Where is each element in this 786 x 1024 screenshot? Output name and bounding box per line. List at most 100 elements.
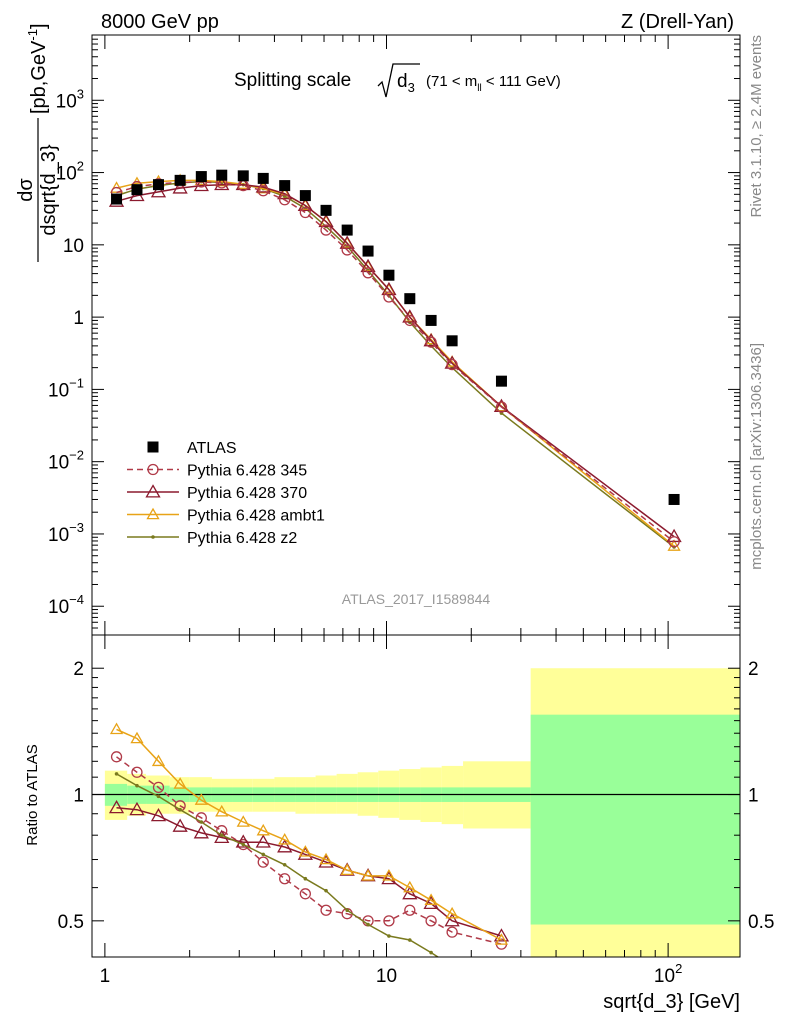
sqrt-symbol bbox=[377, 63, 420, 98]
ratio-point-pythia-6-428-ambt1 bbox=[403, 880, 417, 893]
legend-marker-pythia-6-428-370 bbox=[145, 484, 161, 498]
main-panel: 10−4 10−3 10−2 10−1 1 10 102 103 Splitting scal… bbox=[15, 23, 741, 636]
main-point-atlas bbox=[383, 269, 395, 281]
ratio-point-pythia-6-428-z2 bbox=[387, 934, 391, 938]
ratio-point-pythia-6-428-ambt1 bbox=[382, 869, 396, 881]
main-point-atlas bbox=[257, 172, 269, 184]
main-plot-area bbox=[108, 169, 682, 551]
legend-marker-pythia-6-428-ambt1 bbox=[146, 507, 160, 520]
main-point-pythia-6-428-370 bbox=[444, 355, 460, 369]
main-point-pythia-6-428-345 bbox=[404, 314, 416, 327]
main-point-pythia-6-428-370 bbox=[214, 176, 230, 191]
main-point-atlas bbox=[425, 314, 437, 326]
main-point-pythia-6-428-345 bbox=[495, 401, 508, 413]
main-point-atlas bbox=[195, 171, 207, 183]
ratio-point-pythia-6-428-ambt1 bbox=[424, 893, 438, 905]
ratio-point-pythia-6-428-z2 bbox=[366, 922, 370, 927]
ratio-point-pythia-6-428-ambt1 bbox=[319, 852, 333, 865]
y-tick-label: 10 bbox=[63, 236, 84, 257]
ratio-point-pythia-6-428-345 bbox=[131, 766, 143, 778]
main-point-atlas bbox=[131, 184, 143, 196]
ratio-point-pythia-6-428-345 bbox=[404, 904, 416, 916]
main-point-pythia-6-428-370 bbox=[339, 235, 355, 249]
y-tick-label: 102 bbox=[56, 159, 84, 185]
ratio-panel: 0.5 0.5 1 1 2 2 Ratio to ATLAS bbox=[24, 634, 775, 958]
ratio-point-pythia-6-428-345 bbox=[110, 751, 123, 763]
main-axis-ticks: 10−4 10−3 10−2 10−1 1 10 102 103 bbox=[48, 34, 740, 636]
main-point-pythia-6-428-370 bbox=[297, 197, 313, 212]
ratio-point-pythia-6-428-z2 bbox=[261, 852, 266, 857]
ratio-point-pythia-6-428-ambt1 bbox=[445, 906, 459, 919]
ratio-point-pythia-6-428-ambt1 bbox=[130, 731, 144, 744]
chart-title: Splitting scale bbox=[234, 70, 351, 91]
y-label-unit: [pb,GeV-1] bbox=[25, 23, 50, 114]
main-point-pythia-6-428-370 bbox=[193, 177, 209, 192]
ratio-line-pythia-6-428-ambt1 bbox=[116, 728, 502, 941]
ratio-y-tick-label-right: 1 bbox=[748, 786, 759, 807]
main-point-pythia-6-428-345 bbox=[383, 291, 395, 303]
ratio-axis-ticks: 0.5 0.5 1 1 2 2 bbox=[58, 659, 775, 933]
y-tick-label: 10−4 bbox=[48, 592, 84, 618]
main-point-atlas bbox=[495, 375, 507, 387]
ratio-y-tick-label-right: 2 bbox=[748, 659, 759, 680]
ratio-point-pythia-6-428-345 bbox=[383, 915, 395, 927]
main-point-pythia-6-428-370 bbox=[493, 398, 510, 413]
main-point-pythia-6-428-345 bbox=[257, 185, 269, 197]
main-point-pythia-6-428-370 bbox=[150, 184, 167, 198]
ratio-point-pythia-6-428-370 bbox=[193, 825, 209, 839]
ratio-point-pythia-6-428-370 bbox=[172, 818, 188, 832]
ratio-point-pythia-6-428-z2 bbox=[219, 833, 224, 837]
ratio-point-pythia-6-428-370 bbox=[255, 834, 271, 848]
ratio-point-pythia-6-428-370 bbox=[108, 799, 125, 814]
ratio-point-pythia-6-428-345 bbox=[279, 873, 291, 885]
ratio-point-pythia-6-428-z2 bbox=[178, 807, 182, 812]
main-point-pythia-6-428-345 bbox=[320, 224, 332, 236]
ratio-point-pythia-6-428-z2 bbox=[324, 888, 328, 893]
ratio-point-pythia-6-428-370 bbox=[402, 885, 418, 900]
ratio-point-pythia-6-428-z2 bbox=[429, 950, 433, 955]
main-point-atlas bbox=[446, 335, 458, 347]
uncertainty-band-inner bbox=[530, 714, 740, 925]
main-point-pythia-6-428-370 bbox=[381, 281, 397, 296]
ratio-point-pythia-6-428-345 bbox=[320, 904, 332, 916]
ratio-point-pythia-6-428-370 bbox=[493, 928, 510, 942]
ratio-line-pythia-6-428-370 bbox=[116, 807, 502, 937]
main-point-pythia-6-428-370 bbox=[360, 258, 376, 273]
ratio-y-tick-label: 0.5 bbox=[58, 912, 84, 933]
legend-label-pythia-6-428-345: Pythia 6.428 345 bbox=[187, 463, 307, 480]
ratio-point-pythia-6-428-ambt1 bbox=[173, 777, 187, 789]
ratio-plot-area bbox=[92, 668, 740, 957]
ratio-point-pythia-6-428-z2 bbox=[303, 876, 308, 881]
legend-marker-pythia-6-428-345 bbox=[147, 463, 159, 476]
legend: ATLAS Pythia 6.428 345 Pythia 6.428 370 Pyt… bbox=[127, 440, 325, 547]
ratio-point-pythia-6-428-ambt1 bbox=[298, 845, 312, 857]
rivet-label: Rivet 3.1.10, ≥ 2.4M events bbox=[748, 35, 765, 218]
ratio-point-pythia-6-428-ambt1 bbox=[109, 722, 124, 735]
ratio-point-pythia-6-428-ambt1 bbox=[194, 793, 208, 805]
main-point-pythia-6-428-370 bbox=[172, 180, 188, 194]
ratio-line-pythia-6-428-z2 bbox=[116, 773, 440, 957]
ratio-point-pythia-6-428-370 bbox=[444, 913, 460, 927]
y-axis-label: dσ dsqrt{d_3} [pb,GeV-1] bbox=[15, 23, 60, 262]
main-point-pythia-6-428-370 bbox=[235, 176, 251, 191]
header-left: 8000 GeV pp bbox=[101, 11, 219, 33]
ratio-point-pythia-6-428-z2 bbox=[282, 863, 287, 867]
mcplots-label: mcplots.cern.ch [arXiv:1306.3436] bbox=[748, 343, 765, 570]
main-point-pythia-6-428-345 bbox=[425, 336, 437, 348]
main-point-atlas bbox=[237, 170, 249, 182]
legend-label-pythia-6-428-z2: Pythia 6.428 z2 bbox=[187, 530, 297, 547]
main-point-pythia-6-428-345 bbox=[446, 358, 458, 371]
main-point-atlas bbox=[174, 174, 186, 186]
y-tick-label: 10−1 bbox=[48, 375, 84, 401]
main-point-atlas bbox=[279, 180, 291, 192]
ratio-point-pythia-6-428-345 bbox=[299, 888, 311, 900]
main-point-pythia-6-428-345 bbox=[668, 536, 680, 548]
main-point-pythia-6-428-345 bbox=[341, 244, 353, 256]
x-axis-ticks: 1 10 102 bbox=[91, 35, 682, 987]
y-tick-label: 10−2 bbox=[48, 448, 84, 474]
ratio-point-pythia-6-428-345 bbox=[446, 926, 458, 938]
main-point-atlas bbox=[404, 293, 416, 305]
ratio-point-pythia-6-428-ambt1 bbox=[151, 754, 166, 767]
ratio-point-pythia-6-428-ambt1 bbox=[236, 815, 250, 827]
